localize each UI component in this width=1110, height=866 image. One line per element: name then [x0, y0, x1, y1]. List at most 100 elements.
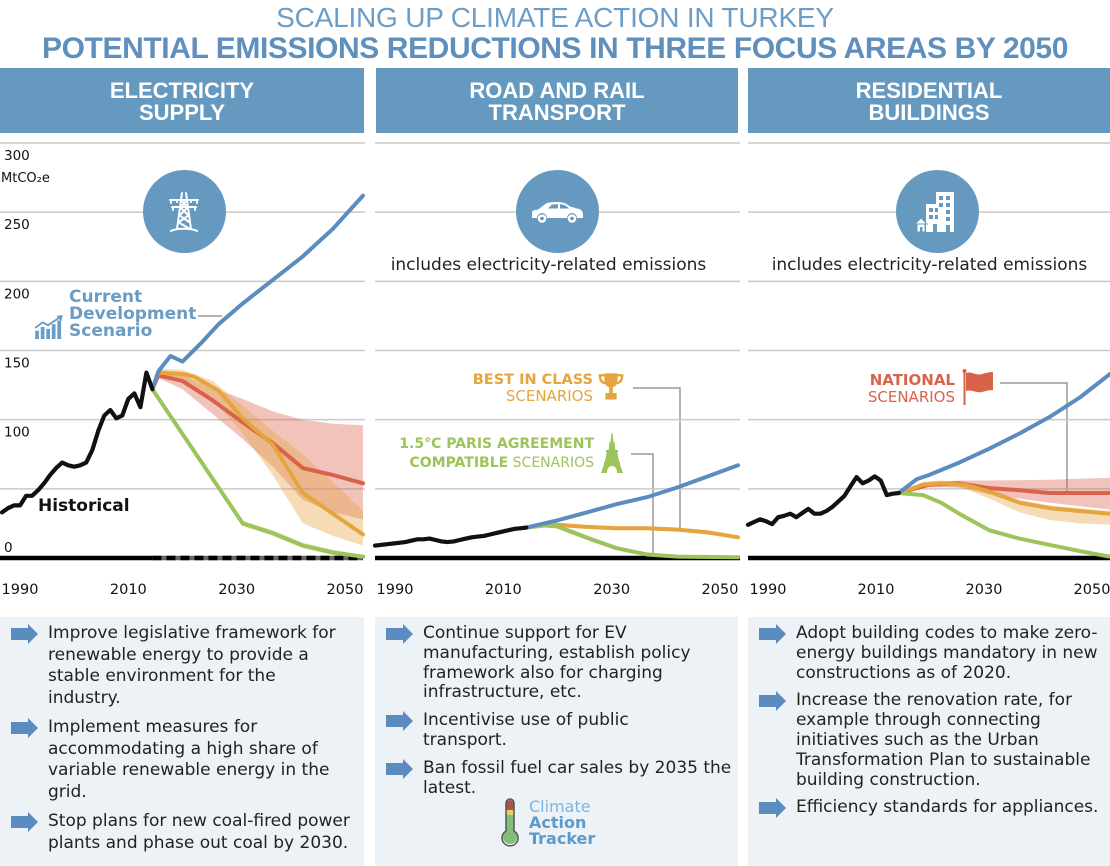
bullet-line: energy buildings mandatory in new	[796, 642, 1098, 663]
page-title: SCALING UP CLIMATE ACTION IN TURKEY	[276, 2, 834, 33]
band-national	[152, 371, 363, 520]
arrow-right-icon	[759, 623, 786, 650]
climate-action-tracker-logo: Climate Action Tracker	[529, 799, 595, 847]
rising-bar-chart-icon	[34, 315, 66, 343]
section-header-line: RESIDENTIAL	[855, 78, 1003, 103]
section-header-line: ROAD AND RAIL	[469, 78, 645, 103]
label-line: NATIONAL	[869, 371, 955, 389]
label-historical: Historical	[38, 496, 130, 516]
bullet-line: Implement measures for	[48, 717, 258, 737]
action-bullet: Improve legislative framework for renewab…	[0, 623, 364, 709]
label-line: SCENARIOS	[505, 387, 593, 405]
action-bullet: Efficiency standards for appliances.	[748, 797, 1110, 819]
y-tick-label: 150	[4, 356, 30, 372]
label-line: COMPATIBLE SCENARIOS	[360, 454, 594, 473]
line-historical	[0, 370, 155, 515]
action-bullet: Adopt building codes to make zero-energy…	[748, 623, 1110, 683]
action-list: Adopt building codes to make zero-energy…	[748, 617, 1110, 826]
arrow-right-icon	[11, 717, 38, 745]
bullet-line: framework also for charging	[423, 662, 663, 683]
action-bullet: Stop plans for new coal-fired power plant…	[0, 811, 364, 854]
label-regular-part: SCENARIOS	[512, 455, 594, 471]
page-subtitle: POTENTIAL EMISSIONS REDUCTIONS IN THREE …	[41, 32, 1069, 65]
chart-electricity-supply: 1990 2010 2030 2050 300 250 200 150 100 0 MtCO₂e	[0, 142, 365, 598]
y-tick-label: 300	[4, 148, 30, 164]
action-bullet: Ban fossil fuel car sales by 2035 the lat…	[375, 757, 738, 799]
x-tick-label: 2030	[218, 582, 255, 598]
bullet-line: Incentivise use of public	[423, 710, 629, 731]
band-best-in-class	[898, 480, 1110, 525]
line-current-development	[524, 463, 740, 530]
bullet-line: Efficiency standards for appliances.	[796, 797, 1099, 818]
line-historical	[372, 525, 529, 548]
actions-panel-transport: Continue support for EV manufacturing, es…	[375, 617, 738, 866]
arrow-right-icon	[759, 691, 786, 717]
bullet-line: Stop plans for new coal-fired power	[48, 811, 350, 831]
arrow-right-icon	[386, 758, 413, 785]
y-tick-label: 0	[4, 540, 13, 556]
x-tick-label: 2050	[702, 582, 739, 598]
x-tick-label: 2050	[327, 582, 364, 598]
label-line: Scenario	[69, 321, 153, 341]
y-tick-label: 250	[4, 217, 30, 233]
label-line: Development	[69, 304, 197, 324]
car-icon	[532, 201, 583, 223]
logo-line: Climate	[529, 797, 591, 816]
x-tick-label: 2010	[858, 582, 895, 598]
label-paris-compatible-scenarios: 1.5°C PARIS AGREEMENT COMPATIBLE SCENARI…	[360, 435, 594, 473]
action-bullet: Implement measures for accommodating a hi…	[0, 717, 364, 803]
buildings-icon	[914, 191, 954, 232]
label-bold-part: COMPATIBLE	[409, 455, 509, 471]
section-header-line: ELECTRICITY	[109, 78, 255, 103]
arrow-right-icon	[11, 623, 38, 651]
flag-icon	[962, 369, 994, 409]
bullet-line: stable environment for the	[48, 666, 276, 686]
transport-icon-badge	[515, 170, 599, 253]
trophy-icon	[597, 372, 625, 405]
action-list: Continue support for EV manufacturing, es…	[375, 617, 738, 806]
connector-line-national	[1000, 382, 1068, 492]
line-current-development	[150, 193, 365, 392]
line-best-in-class	[150, 370, 365, 537]
label-national-scenarios: NATIONAL SCENARIOS	[830, 372, 955, 406]
bullet-line: variable renewable energy in the	[48, 760, 330, 780]
actions-panel-electricity: Improve legislative framework for renewab…	[0, 617, 364, 866]
line-national	[150, 373, 365, 486]
bullet-line: initiatives such as the Urban	[796, 729, 1039, 750]
bullet-line: Continue support for EV	[423, 623, 627, 643]
arrow-right-icon	[11, 811, 38, 839]
y-tick-label: 100	[4, 425, 30, 441]
band-best-in-class	[152, 368, 363, 546]
arrow-right-icon	[386, 711, 413, 737]
section-header-line: SUPPLY	[138, 100, 225, 125]
electricity-pylon-icon	[169, 191, 199, 232]
bullet-line: transport.	[423, 729, 507, 750]
line-historical	[745, 474, 901, 527]
x-tick-label: 1990	[750, 582, 787, 598]
x-tick-label: 1990	[377, 582, 414, 598]
section-header-electricity: ELECTRICITY SUPPLY	[0, 68, 364, 133]
logo-line: Action	[529, 813, 587, 832]
connector-line-paris	[631, 453, 654, 553]
section-header-line: TRANSPORT	[488, 100, 626, 125]
label-line: 1.5°C PARIS AGREEMENT	[399, 436, 594, 452]
bullet-line: latest.	[423, 777, 477, 798]
action-bullet: Incentivise use of public transport.	[375, 710, 738, 751]
bullet-line: Increase the renovation rate, for	[796, 690, 1073, 711]
section-header-buildings: RESIDENTIAL BUILDINGS	[748, 68, 1110, 133]
bullet-line: constructions as of 2020.	[796, 662, 1012, 683]
bullet-line: infrastructure, etc.	[423, 682, 582, 703]
band-paris-compatible	[526, 524, 738, 558]
label-current-development-scenario: Current Development Scenario	[69, 289, 196, 340]
section-header-line: BUILDINGS	[868, 100, 990, 125]
bullet-line: Improve legislative framework for	[48, 623, 336, 643]
section-header-transport: ROAD AND RAIL TRANSPORT	[376, 68, 738, 133]
x-tick-label: 2030	[593, 582, 630, 598]
bullet-line: Ban fossil fuel car sales by 2035 the	[423, 757, 732, 778]
chart-residential-buildings: 1990 2010 2030 2050	[745, 142, 1110, 598]
connector-line-best-in-class	[633, 387, 681, 528]
bullet-line: Transformation Plan to sustainable	[796, 749, 1091, 770]
arrow-right-icon	[386, 623, 413, 650]
chart-note-transport: includes electricity-related emissions	[390, 255, 707, 275]
